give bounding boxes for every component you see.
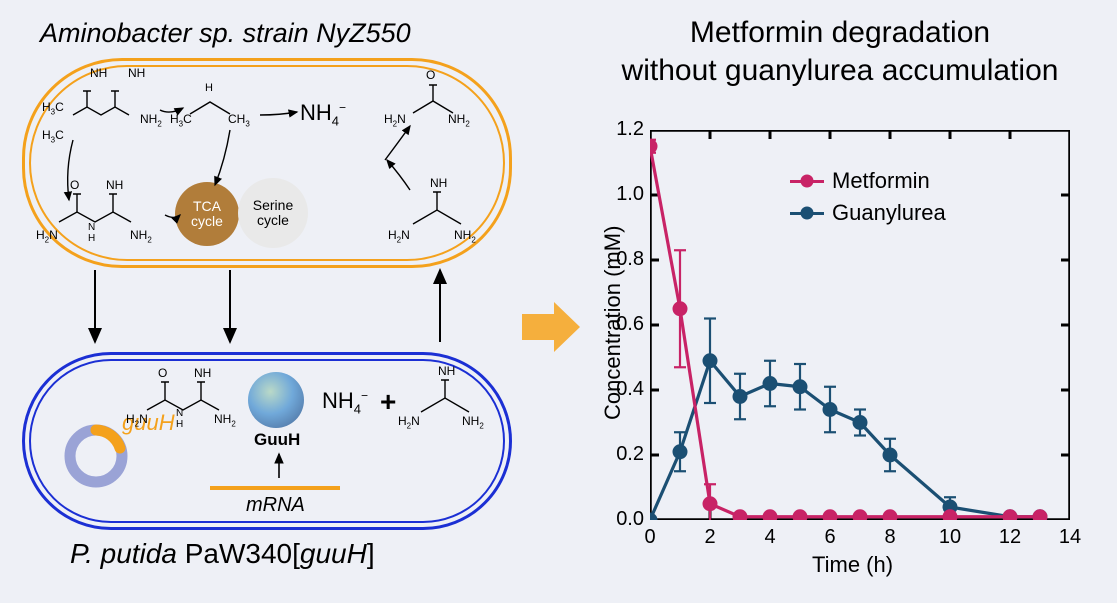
chem-nh-gbot: NH [438,364,455,378]
plasmid [60,420,124,484]
legend-guanylurea: Guanylurea [790,200,946,226]
legend-metformin: Metformin [790,168,930,194]
xtick-label: 12 [996,526,1024,549]
chem-nh2-gbot: NH2 [462,414,484,430]
guuh-protein-icon [248,372,304,428]
xtick-label: 14 [1056,526,1084,549]
chem-nhh-gb: NH [176,408,183,430]
ytick-label: 1.0 [602,183,644,206]
mrna-line [210,486,340,490]
title-bottom-cell: P. putida PaW340[guuH] [70,538,375,570]
ytick-label: 0.4 [602,378,644,401]
mrna-label: mRNA [246,494,305,517]
guuh-protein-label: GuuH [254,430,300,450]
xtick-label: 2 [696,526,724,549]
xtick-label: 8 [876,526,904,549]
legend-metformin-label: Metformin [832,168,930,194]
nh4-bottom: NH4− [322,388,368,416]
ytick-label: 0.6 [602,313,644,336]
legend-guanylurea-label: Guanylurea [832,200,946,226]
xtick-label: 4 [756,526,784,549]
xtick-label: 0 [636,526,664,549]
chem-h2n-gb: H2N [126,412,148,428]
ytick-label: 0.2 [602,443,644,466]
ytick-label: 0.8 [602,248,644,271]
chem-o-gb: O [158,366,167,380]
ytick-label: 1.2 [602,118,644,141]
arrow-small-1 [55,60,515,280]
xtick-label: 10 [936,526,964,549]
xtick-label: 6 [816,526,844,549]
title-top-cell: Aminobacter sp. strain NyZ550 [40,18,411,49]
chem-nh-gb: NH [194,366,211,380]
mrna-arrow [270,448,288,487]
chart-title: Metformin degradation without guanylurea… [575,14,1105,89]
big-arrow [520,300,582,359]
plus-sign: + [380,386,396,418]
x-axis-label: Time (h) [812,552,893,578]
chem-nh2-gb: NH2 [214,412,236,428]
chem-h2n-gbot: H2N [398,414,420,430]
